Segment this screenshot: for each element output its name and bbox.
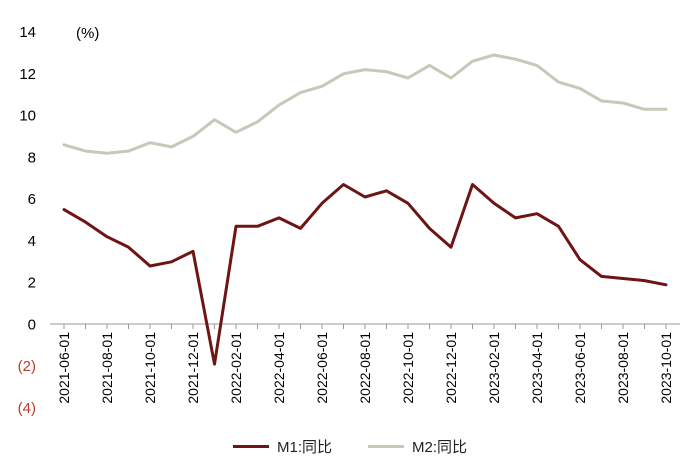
- x-tick-label: 2022-12-01: [443, 332, 459, 404]
- x-tick-label: 2023-08-01: [615, 332, 631, 404]
- x-tick-label: 2022-10-01: [400, 332, 416, 404]
- x-tick-label: 2021-06-01: [56, 332, 72, 404]
- y-tick-label: 2: [28, 275, 36, 292]
- x-tick-label: 2022-02-01: [228, 332, 244, 404]
- legend-swatch-m2: [368, 444, 404, 448]
- x-tick-label: 2022-04-01: [271, 332, 287, 404]
- y-tick-label: 12: [19, 66, 36, 83]
- y-tick-label: 14: [19, 24, 36, 41]
- legend: M1:同比 M2:同比: [0, 434, 700, 458]
- legend-item-m2: M2:同比: [368, 436, 467, 457]
- series-line: [62, 183, 668, 366]
- y-tick-label: (4): [18, 400, 36, 417]
- x-tick-label: 2021-08-01: [99, 332, 115, 404]
- x-tick-label: 2021-12-01: [185, 332, 201, 404]
- legend-item-m1: M1:同比: [232, 436, 332, 457]
- y-tick-label: (2): [18, 358, 36, 375]
- x-tick-label: 2022-06-01: [314, 332, 330, 404]
- y-tick-label: 10: [19, 108, 36, 125]
- x-tick-label: 2022-08-01: [357, 332, 373, 404]
- x-tick-label: 2021-10-01: [142, 332, 158, 404]
- y-tick-label: 6: [28, 191, 36, 208]
- legend-label-m2: M2:同比: [412, 438, 468, 456]
- y-tick-label: 8: [28, 149, 36, 166]
- y-tick-label: 0: [28, 316, 36, 333]
- legend-label-m1: M1:同比: [276, 438, 332, 456]
- legend-swatch-m1: [232, 444, 269, 448]
- series-line: [62, 53, 668, 155]
- unit-label: (%): [76, 25, 99, 42]
- x-tick-label: 2023-06-01: [572, 332, 588, 404]
- line-chart: (%) 14 12 10 8 6 4 2 0 (2) (4) 2021-06-01 2021-08-01…: [18, 24, 680, 417]
- x-tick-label: 2023-10-01: [658, 332, 674, 404]
- y-tick-label: 4: [28, 233, 36, 250]
- x-tick-label: 2023-04-01: [529, 332, 545, 404]
- x-tick-label: 2023-02-01: [486, 332, 502, 404]
